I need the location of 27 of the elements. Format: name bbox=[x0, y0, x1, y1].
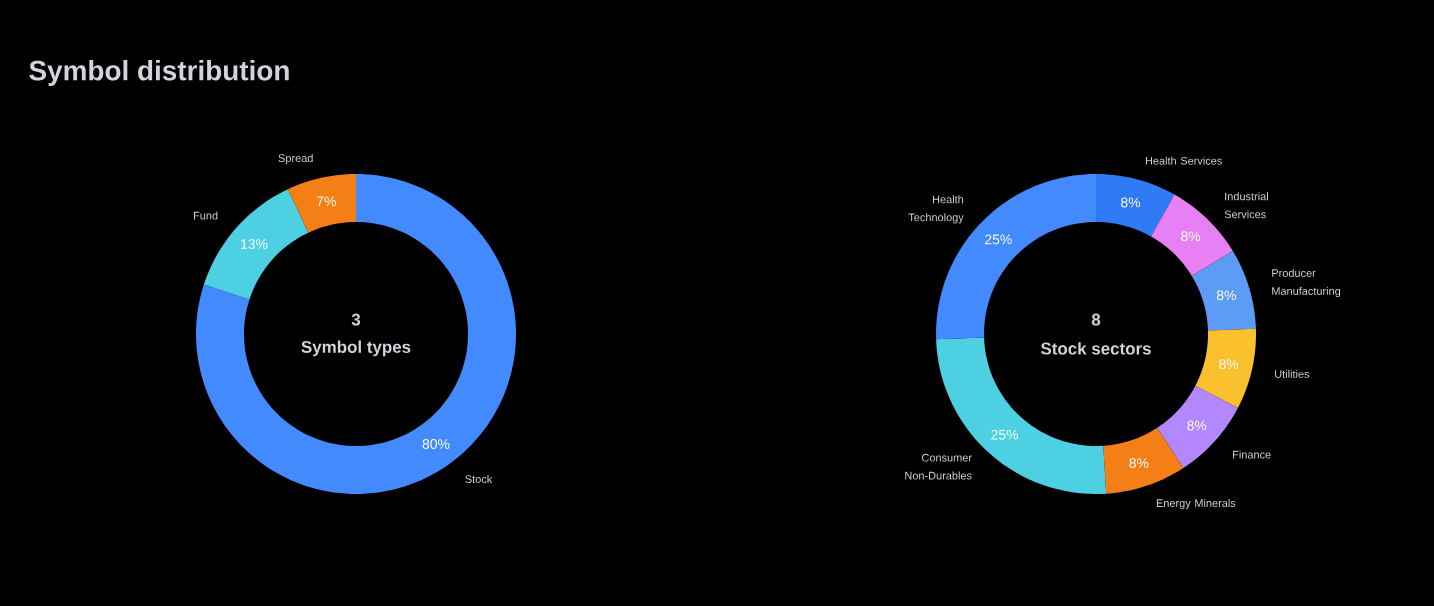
data-label: 8% bbox=[1181, 231, 1201, 242]
data-label: 8% bbox=[1219, 359, 1239, 370]
slice-label: Consumer Non-Durables bbox=[905, 453, 972, 480]
slice-label: Finance bbox=[1233, 450, 1271, 459]
data-label: 13% bbox=[241, 239, 268, 249]
text: Stock sectors bbox=[1040, 342, 1151, 355]
data-label: 25% bbox=[985, 234, 1012, 245]
data-label: 8% bbox=[1121, 197, 1141, 208]
text: 3 bbox=[351, 313, 361, 326]
text: Symbol types bbox=[301, 340, 411, 357]
slice-label: Industrial Services bbox=[1224, 192, 1268, 219]
data-label: 8% bbox=[1187, 420, 1207, 431]
data-label: 25% bbox=[991, 429, 1019, 440]
chart-title: Symbol distribution bbox=[29, 60, 289, 86]
slice-label: Energy Minerals bbox=[1156, 498, 1236, 510]
slice-label: Health Services bbox=[1145, 156, 1222, 165]
slice-label: Health Technology bbox=[908, 195, 964, 224]
slice-label: Stock bbox=[465, 474, 493, 483]
slice-label: Spread bbox=[278, 154, 313, 165]
data-label: 80% bbox=[422, 439, 450, 449]
text: 8 bbox=[1091, 313, 1101, 326]
data-label: 7% bbox=[316, 196, 336, 207]
slice-label: Fund bbox=[193, 211, 218, 220]
slice-label: Utilities bbox=[1275, 369, 1310, 378]
data-label: 8% bbox=[1216, 290, 1236, 301]
data-label: 8% bbox=[1129, 458, 1149, 469]
slice-label: Producer Manufacturing bbox=[1272, 268, 1341, 298]
